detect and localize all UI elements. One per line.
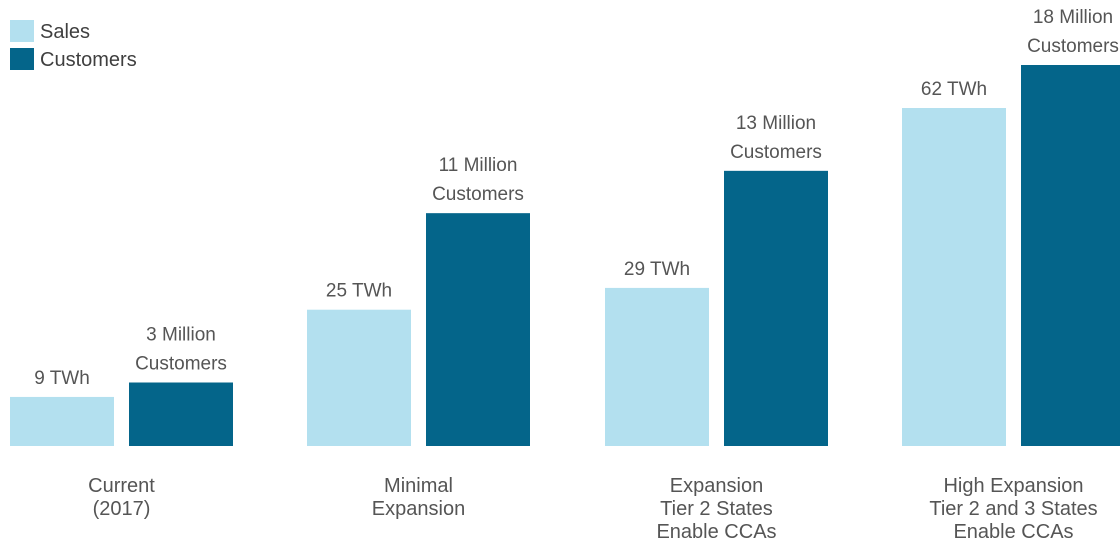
bar-customers-0 (129, 382, 233, 446)
data-label-sales-2: 29 TWh (624, 259, 690, 280)
bar-customers-2 (724, 170, 828, 447)
legend-label-customers: Customers (40, 49, 137, 71)
data-label-line: 18 Million (1033, 7, 1113, 28)
data-label-customers-0: 3 Million Customers (135, 325, 227, 375)
data-label-line: 25 TWh (326, 281, 392, 302)
category-label-line: Minimal (384, 475, 453, 497)
category-label-0: Current (2017) (88, 475, 155, 520)
category-label-line: Expansion (670, 475, 763, 497)
data-label-line: 9 TWh (34, 368, 90, 389)
category-label-line: High Expansion (943, 475, 1083, 497)
data-label-line: Customers (730, 142, 822, 163)
category-label-2: Expansion Tier 2 States Enable CCAs (656, 475, 776, 541)
data-label-sales-3: 62 TWh (921, 79, 987, 100)
bar-sales-2 (605, 287, 709, 446)
data-label-line: 11 Million (439, 155, 518, 176)
data-label-sales-0: 9 TWh (34, 368, 90, 389)
bar-sales-0 (10, 396, 114, 446)
bar-sales-1 (307, 309, 411, 446)
data-label-line: 13 Million (736, 113, 816, 134)
legend: Sales Customers (10, 20, 137, 71)
data-label-line: 29 TWh (624, 259, 690, 280)
category-label-line: Enable CCAs (656, 521, 776, 541)
legend-swatch-sales (10, 20, 34, 42)
data-label-customers-1: 11 Million Customers (432, 155, 524, 205)
bar-customers-1 (426, 213, 530, 446)
category-label-1: Minimal Expansion (372, 475, 465, 520)
data-label-customers-3: 18 Million Customers (1027, 7, 1119, 57)
category-label-3: High Expansion Tier 2 and 3 States Enable … (929, 475, 1097, 541)
bars (10, 65, 1120, 447)
bar-sales-3 (902, 108, 1006, 446)
category-label-line: (2017) (93, 498, 151, 520)
data-label-line: Customers (135, 354, 227, 375)
category-label-line: Enable CCAs (953, 521, 1073, 541)
data-label-customers-2: 13 Million Customers (730, 113, 822, 163)
category-label-line: Current (88, 475, 155, 497)
data-labels: 9 TWh 25 TWh 29 TWh 62 TWh 3 Million Customer… (34, 7, 1119, 389)
bar-customers-3 (1021, 65, 1120, 446)
data-label-line: Customers (432, 184, 524, 205)
legend-swatch-customers (10, 48, 34, 70)
data-label-line: 62 TWh (921, 79, 987, 100)
category-label-line: Tier 2 and 3 States (929, 498, 1097, 520)
legend-label-sales: Sales (40, 21, 90, 43)
data-label-sales-1: 25 TWh (326, 281, 392, 302)
data-label-line: Customers (1027, 36, 1119, 57)
category-label-line: Expansion (372, 498, 465, 520)
data-label-line: 3 Million (146, 325, 216, 346)
category-label-line: Tier 2 States (660, 498, 773, 520)
